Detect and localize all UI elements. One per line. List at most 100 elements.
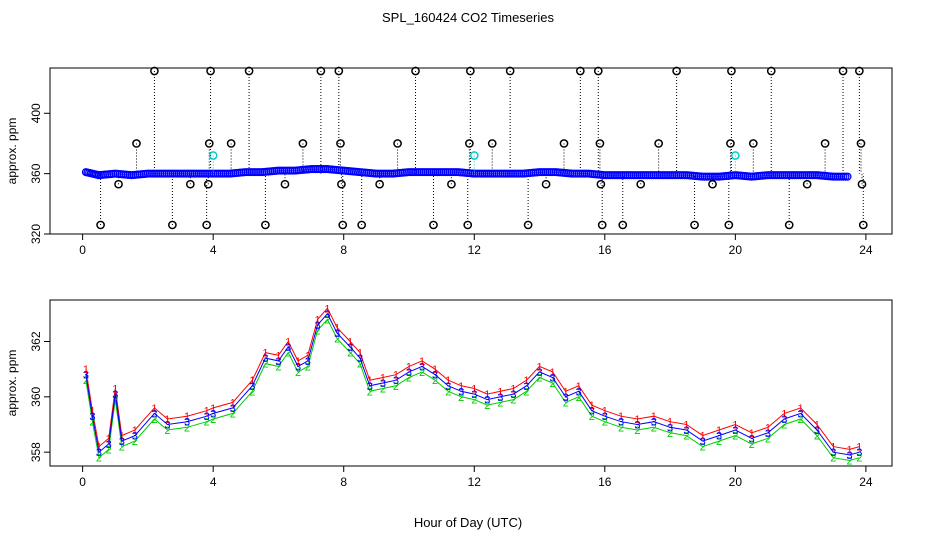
series-point-1: 1 — [523, 375, 529, 387]
series-point-1: 1 — [230, 397, 236, 409]
series-point-2: 2 — [445, 386, 451, 398]
flag-point — [375, 179, 384, 189]
series-point-3: 3 — [798, 408, 804, 420]
y-tick-label: 358 — [29, 442, 43, 462]
series-point-1: 1 — [305, 350, 311, 362]
x-tick-label: 16 — [598, 243, 612, 257]
series-point-1: 1 — [798, 403, 804, 415]
flag-point — [690, 220, 699, 230]
baseline-point — [843, 172, 852, 181]
series-point-2: 2 — [393, 381, 399, 393]
series-point-2: 2 — [602, 417, 608, 429]
series-point-1: 1 — [732, 420, 738, 432]
series-point-3: 3 — [814, 425, 820, 437]
series-point-3: 3 — [367, 381, 373, 393]
series-point-3: 3 — [589, 406, 595, 418]
x-tick-label: 0 — [79, 243, 86, 257]
flag-point — [411, 66, 420, 76]
x-tick-label: 8 — [340, 475, 347, 489]
series-point-3: 3 — [275, 356, 281, 368]
series-point-1: 1 — [106, 433, 112, 445]
series-point-3: 3 — [210, 408, 216, 420]
series-point-3: 3 — [830, 447, 836, 459]
series-point-3: 3 — [576, 386, 582, 398]
series-point-2: 2 — [230, 408, 236, 420]
series-point-2: 2 — [347, 348, 353, 360]
series-point-2: 2 — [576, 392, 582, 404]
flag-point — [766, 66, 776, 76]
flag-point — [185, 179, 195, 189]
x-axis-label: Hour of Day (UTC) — [414, 515, 522, 530]
series-point-2: 2 — [151, 414, 157, 426]
flag-point — [114, 179, 123, 189]
chart-title: SPL_160424 CO2 Timeseries — [382, 10, 554, 25]
series-point-2: 2 — [550, 378, 556, 390]
series-point-2: 2 — [798, 414, 804, 426]
series-point-3: 3 — [295, 361, 301, 373]
x-tick-label: 20 — [729, 243, 743, 257]
series-point-1: 1 — [132, 425, 138, 437]
series-point-3: 3 — [393, 375, 399, 387]
flag-point — [316, 66, 326, 76]
series-point-2: 2 — [432, 375, 438, 387]
series-point-3: 3 — [781, 414, 787, 426]
series-point-1: 1 — [683, 420, 689, 432]
flag-point — [726, 139, 735, 148]
series-point-3: 3 — [419, 361, 425, 373]
series-point-1: 1 — [847, 444, 853, 456]
flag-point — [202, 220, 212, 230]
y-tick-label: 400 — [29, 103, 43, 123]
series-point-2: 2 — [184, 422, 190, 434]
series-point-3: 3 — [856, 447, 862, 459]
series-point-1: 1 — [96, 442, 102, 454]
series-point-3: 3 — [204, 411, 210, 423]
x-tick-label: 16 — [598, 475, 612, 489]
series-point-1: 1 — [576, 381, 582, 393]
series-point-3: 3 — [667, 422, 673, 434]
panel-top: approx. ppm 0 4 8 12 16 20 24 320 360 400 — [5, 66, 893, 257]
series-point-1: 1 — [550, 367, 556, 379]
flag-point — [727, 66, 736, 76]
series-point-1: 1 — [357, 348, 363, 360]
series-point-3: 3 — [305, 356, 311, 368]
series-point-1: 1 — [112, 384, 118, 396]
flag-point — [708, 179, 717, 189]
series-point-1: 1 — [445, 375, 451, 387]
flag-alt-point — [469, 151, 479, 160]
series-point-2: 2 — [749, 439, 755, 451]
series-point-1: 1 — [393, 370, 399, 382]
flag-point — [203, 179, 213, 189]
series-point-1: 1 — [334, 323, 340, 335]
series-point-1: 1 — [83, 364, 89, 376]
series-point-2: 2 — [334, 334, 340, 346]
series-point-1: 1 — [184, 411, 190, 423]
x-tick-label: 4 — [210, 475, 217, 489]
series-point-2: 2 — [164, 425, 170, 437]
panel-bottom-ylabel: approx. ppm — [5, 350, 19, 417]
series-point-3: 3 — [380, 378, 386, 390]
flag-point — [858, 220, 868, 230]
series-point-3: 3 — [618, 417, 624, 429]
flag-point — [505, 66, 515, 76]
series-point-1: 1 — [700, 431, 706, 443]
flag-point — [856, 139, 866, 148]
series-line-1 — [85, 307, 860, 450]
flag-point — [204, 139, 214, 148]
series-point-3: 3 — [106, 439, 112, 451]
series-point-2: 2 — [484, 400, 490, 412]
flag-point — [802, 179, 812, 189]
series-point-2: 2 — [83, 375, 89, 387]
series-point-1: 1 — [367, 375, 373, 387]
series-point-3: 3 — [749, 433, 755, 445]
series-point-3: 3 — [151, 408, 157, 420]
flag-point — [298, 139, 308, 148]
flag-point — [150, 66, 159, 76]
series-point-2: 2 — [700, 442, 706, 454]
flag-point — [595, 139, 605, 148]
series-point-3: 3 — [164, 420, 170, 432]
flag-point — [575, 66, 585, 76]
series-point-3: 3 — [497, 392, 503, 404]
series-point-1: 1 — [275, 350, 281, 362]
